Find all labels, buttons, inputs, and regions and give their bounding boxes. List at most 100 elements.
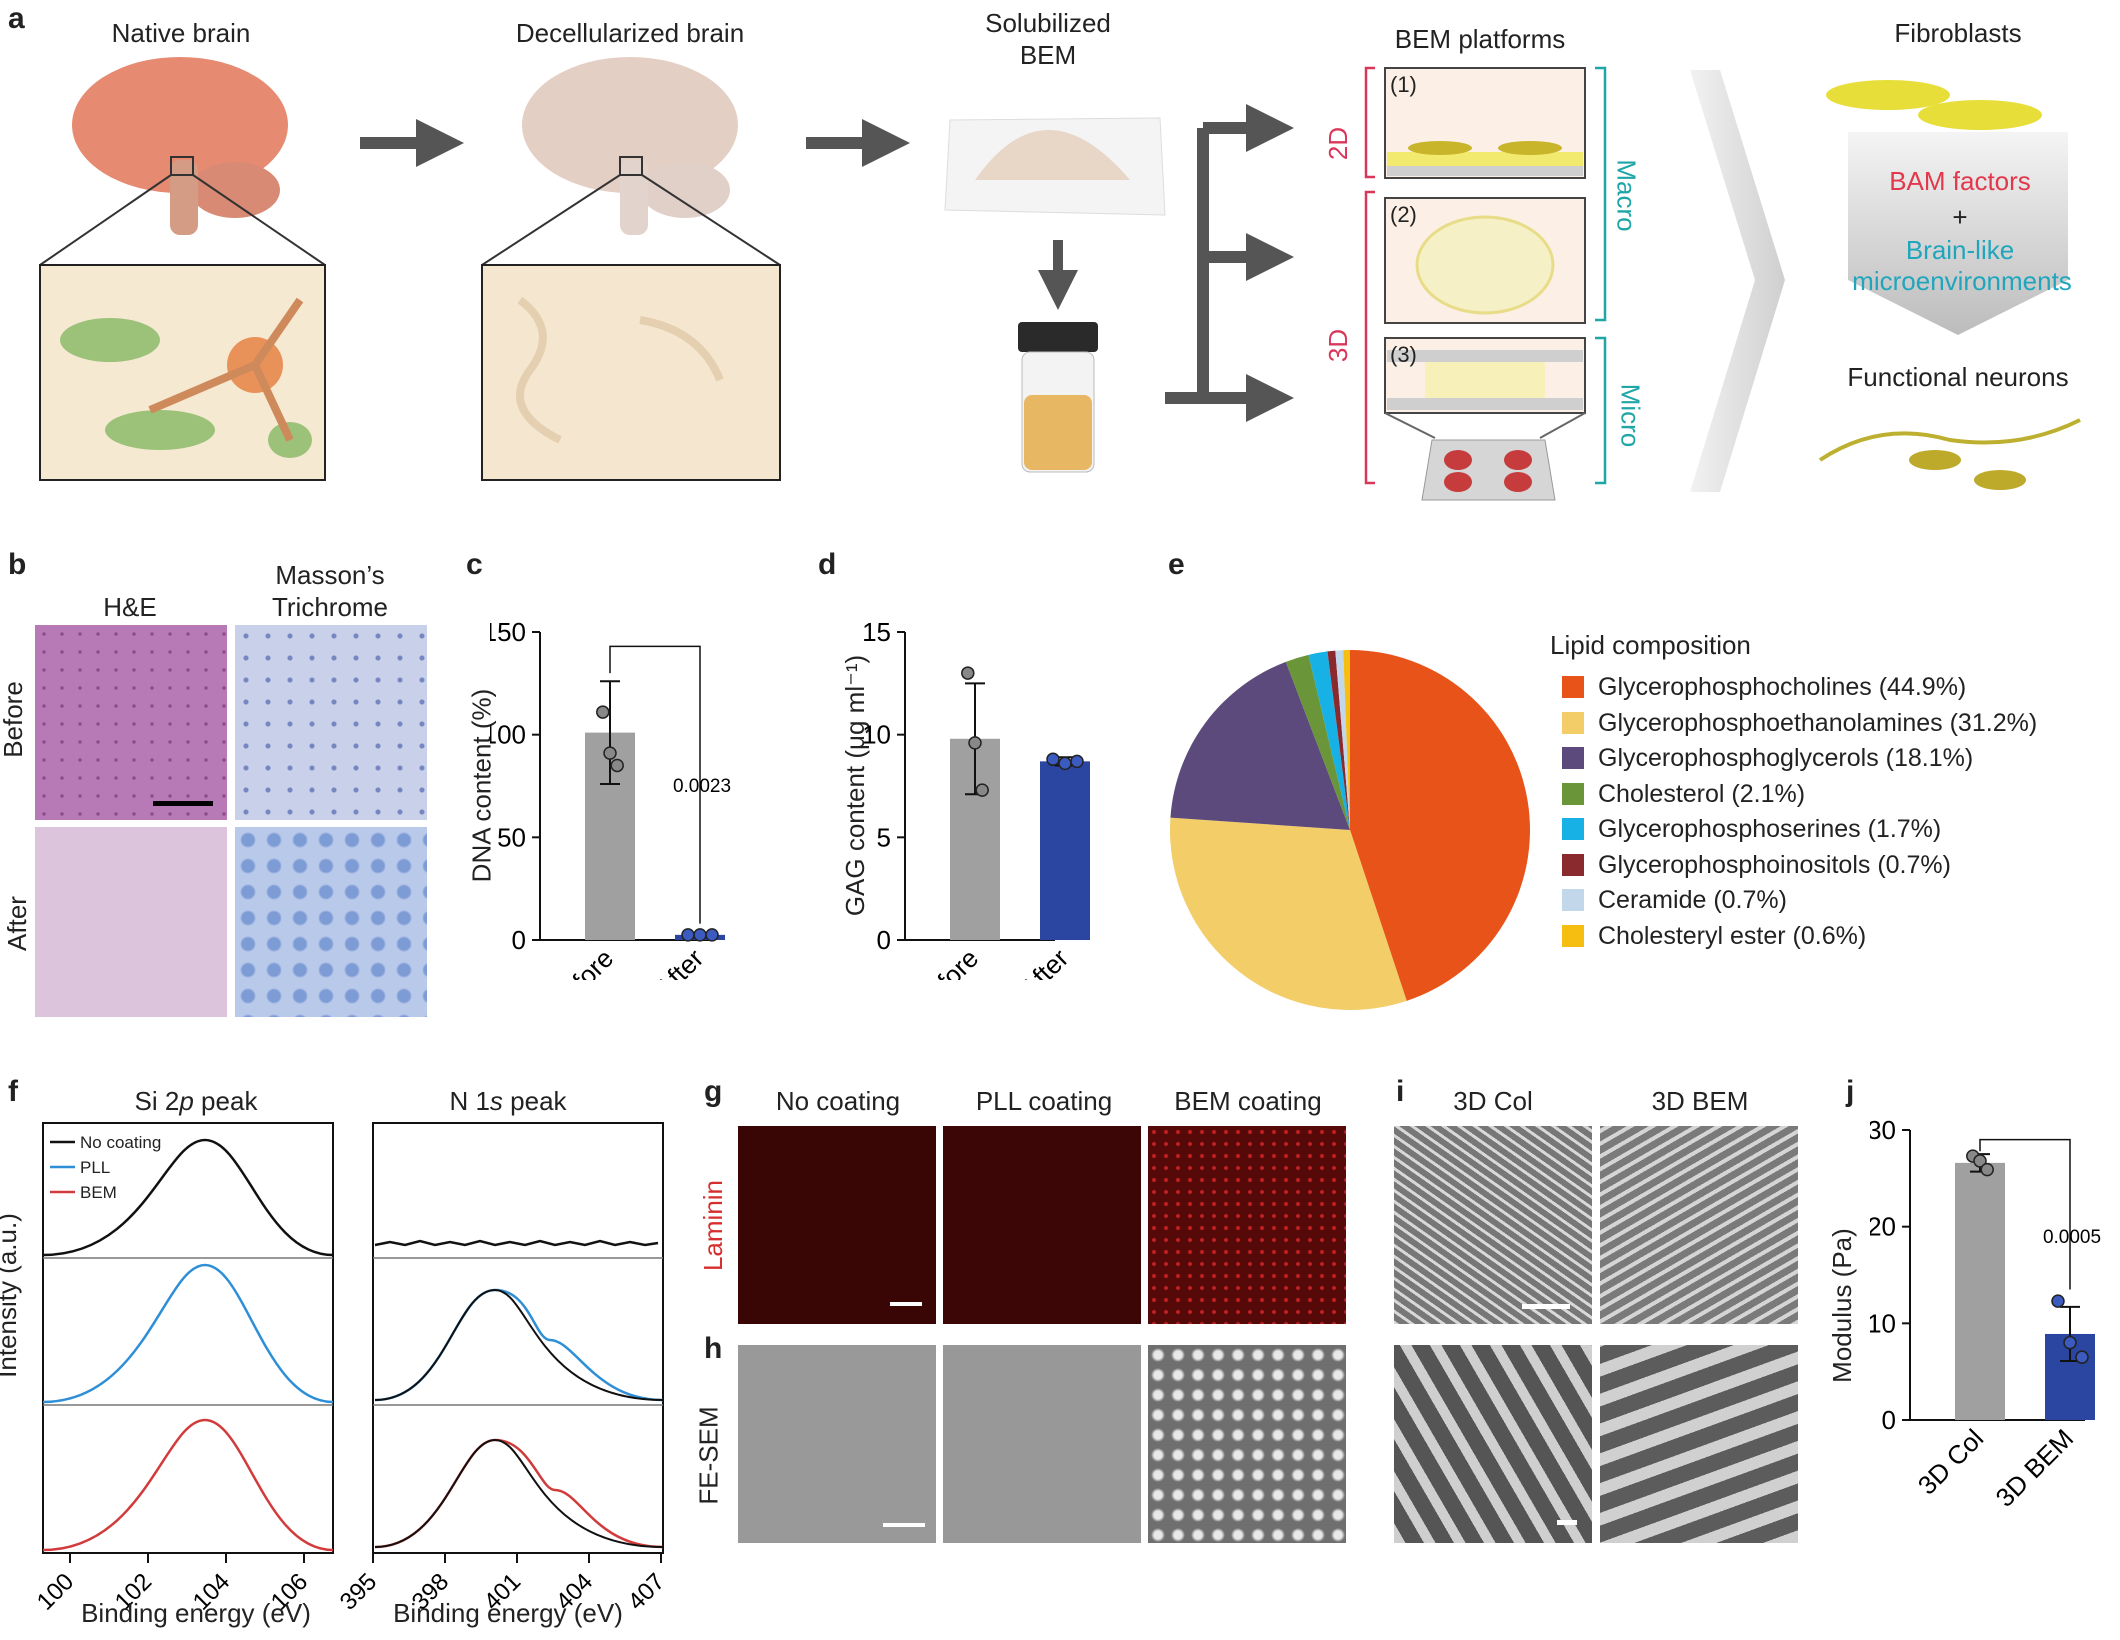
he-after-image <box>35 827 227 1017</box>
panel-label-e: e <box>1168 548 1185 582</box>
y-tick-label: 30 <box>1870 1120 1896 1145</box>
data-point <box>1047 753 1059 765</box>
data-point <box>962 667 974 679</box>
brain-like-label: Brain-like <box>1906 235 2014 266</box>
panel-label-f: f <box>8 1075 18 1109</box>
legend-swatch <box>1562 925 1584 947</box>
sem-3d-bem-low-image <box>1600 1126 1798 1324</box>
panel-label-b: b <box>8 548 26 582</box>
row-after-label: After <box>2 896 33 951</box>
sem-3d-col-high-image <box>1394 1345 1592 1543</box>
legend-item: Glycerophosphoethanolamines (31.2%) <box>1562 709 2037 738</box>
laminin-bem-image <box>1148 1126 1346 1324</box>
legend-swatch <box>1562 676 1584 698</box>
laminin-no-coating-image <box>738 1126 936 1324</box>
gag-content-chart: 0 5 10 15 Before After <box>850 610 1090 980</box>
g-row-laminin: Laminin <box>698 1180 729 1271</box>
data-point <box>1059 757 1071 769</box>
data-point <box>969 737 981 749</box>
j-ylabel: Modulus (Pa) <box>1827 1228 1858 1383</box>
si-peak-title: Si 2p peak <box>135 1086 258 1117</box>
data-point <box>1071 755 1083 767</box>
legend-label: Ceramide (0.7%) <box>1598 886 1787 914</box>
legend-pll: PLL <box>80 1158 110 1178</box>
legend-item: Glycerophosphoglycerols (18.1%) <box>1562 744 1973 773</box>
functional-neurons-label: Functional neurons <box>1847 362 2068 393</box>
bar-3d-col <box>1955 1163 2005 1420</box>
y-tick-label: 50 <box>497 822 526 852</box>
tag-macro: Macro <box>1611 159 1642 231</box>
y-tick-label: 15 <box>862 617 891 647</box>
masson-after-image <box>235 827 427 1017</box>
legend-label: Glycerophosphoethanolamines (31.2%) <box>1598 709 2037 737</box>
panel-a-illustration <box>0 0 2120 520</box>
legend-item: Glycerophosphoinositols (0.7%) <box>1562 851 1951 880</box>
solubilized-bem-image <box>945 118 1165 472</box>
legend-no-coating: No coating <box>80 1133 161 1153</box>
f-xlabel-n: Binding energy (eV) <box>393 1598 623 1629</box>
panel-label-i: i <box>1396 1075 1404 1109</box>
data-point <box>604 747 616 759</box>
chevron-arrow <box>1690 70 1785 492</box>
panel-label-d: d <box>818 548 836 582</box>
decellularized-brain-image <box>482 57 780 480</box>
x-tick-label: 407 <box>623 1568 670 1615</box>
f-ylabel: Intensity (a.u.) <box>0 1213 23 1378</box>
x-tick-label: 100 <box>35 1568 79 1615</box>
y-tick-label: 0 <box>877 925 891 955</box>
dna-content-chart: 050100150BeforeAfter0.0023 <box>490 610 790 980</box>
data-point <box>694 929 706 941</box>
g-col-no-coating: No coating <box>776 1086 900 1117</box>
legend-swatch <box>1562 818 1584 840</box>
legend-label: Glycerophosphoserines (1.7%) <box>1598 815 1941 843</box>
y-tick-label: 5 <box>877 822 891 852</box>
data-point <box>976 784 988 796</box>
legend-label: Cholesterol (2.1%) <box>1598 780 1805 808</box>
x-tick-label: Before <box>909 943 984 980</box>
legend-label: Glycerophosphocholines (44.9%) <box>1598 673 1966 701</box>
g-col-pll: PLL coating <box>976 1086 1112 1117</box>
laminin-pll-image <box>943 1126 1141 1324</box>
he-column-title: H&E <box>103 592 156 623</box>
legend-item: Ceramide (0.7%) <box>1562 886 1787 915</box>
legend-swatch <box>1562 889 1584 911</box>
data-point <box>1981 1164 1993 1176</box>
sem-3d-col-low-image <box>1394 1126 1592 1324</box>
legend-item: Glycerophosphoserines (1.7%) <box>1562 815 1941 844</box>
legend-swatch <box>1562 712 1584 734</box>
xps-spectra-chart: 100 102 104 106 395 398 401 404 407 <box>35 1115 675 1615</box>
data-point <box>597 706 609 718</box>
f-xlabel-si: Binding energy (eV) <box>81 1598 311 1629</box>
data-point <box>2052 1295 2064 1307</box>
step-1-label: (1) <box>1390 72 1417 98</box>
bar-after <box>1040 761 1090 940</box>
branch-arrows <box>1165 128 1270 398</box>
data-point <box>2076 1351 2088 1363</box>
h-row-fesem: FE-SEM <box>694 1406 725 1504</box>
p-value-label: 0.0023 <box>673 776 731 797</box>
fesem-pll-image <box>943 1345 1141 1543</box>
panel-label-h: h <box>704 1332 722 1366</box>
scale-bar <box>890 1302 922 1306</box>
i-col-3d-col: 3D Col <box>1453 1086 1532 1117</box>
data-point <box>682 929 694 941</box>
legend-item: Cholesterol (2.1%) <box>1562 780 1805 809</box>
masson-column-title-1: Masson’s <box>275 560 384 591</box>
x-tick-label: After <box>649 943 709 980</box>
lipid-pie-chart <box>1160 640 1560 1020</box>
sem-3d-bem-high-image <box>1600 1345 1798 1543</box>
legend-item: Cholesteryl ester (0.6%) <box>1562 922 1866 951</box>
panel-label-c: c <box>466 548 483 582</box>
modulus-chart: 01020303D Col 3D BEM0.0005 <box>1870 1120 2110 1620</box>
fesem-bem-image <box>1148 1345 1346 1543</box>
native-brain-image <box>40 57 325 480</box>
tag-2d: 2D <box>1323 127 1354 160</box>
step-3-label: (3) <box>1390 342 1417 368</box>
y-tick-label: 0 <box>512 925 526 955</box>
y-tick-label: 0 <box>1882 1405 1896 1435</box>
data-point <box>611 759 623 771</box>
panel-label-g: g <box>704 1075 722 1109</box>
step-2-label: (2) <box>1390 202 1417 228</box>
data-point <box>706 929 718 941</box>
y-tick-label: 150 <box>490 617 526 647</box>
